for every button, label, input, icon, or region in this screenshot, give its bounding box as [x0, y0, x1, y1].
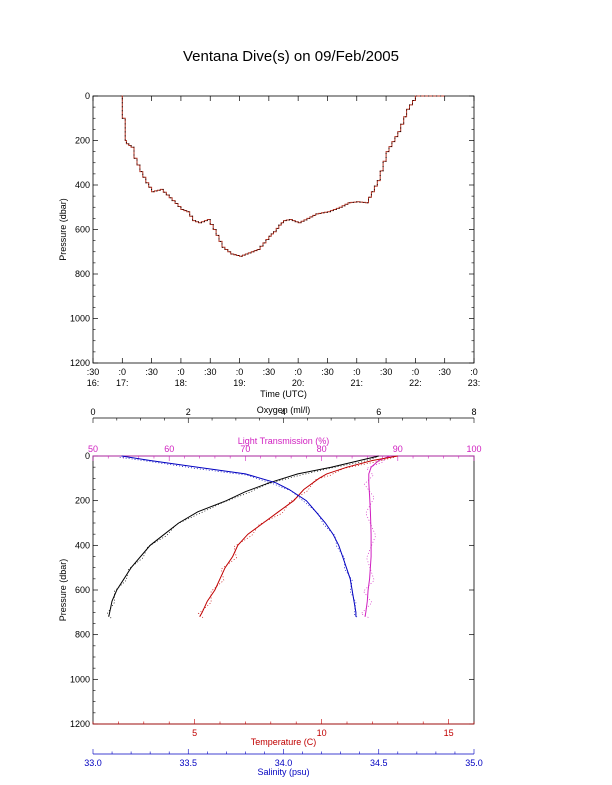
temperature-axis-label: Temperature (C): [251, 737, 317, 747]
top-x-tick-minute-label: :0: [412, 367, 420, 377]
oxygen-tick-label: 4: [281, 407, 286, 417]
top-y-tick-label: 600: [75, 225, 90, 235]
oxygen-axis-label: Oxygen (ml/l): [257, 405, 311, 415]
top-x-tick-minute-label: :0: [294, 367, 302, 377]
bottom-y-tick-label: 1200: [70, 719, 90, 729]
top-plot-frame: [92, 95, 475, 364]
bottom-y-tick-label: 200: [75, 496, 90, 506]
top-x-tick-minute-label: :30: [87, 367, 100, 377]
top-x-tick-minute-label: :0: [236, 367, 244, 377]
top-x-tick-minute-label: :0: [177, 367, 185, 377]
salinity-tick-label: 34.5: [370, 758, 388, 768]
temperature-tick-label: 15: [444, 728, 454, 738]
top-y-tick-label: 0: [85, 91, 90, 101]
top-x-tick-hour-label: 19:: [233, 378, 246, 388]
top-x-axis-label: Time (UTC): [260, 389, 307, 399]
top-y-tick-label: 400: [75, 180, 90, 190]
top-x-tick-minute-label: :30: [321, 367, 334, 377]
salinity-profile-downcast: [121, 455, 357, 617]
light-tick-label: 90: [393, 444, 403, 454]
top-x-tick-hour-label: 16:: [87, 378, 100, 388]
light-axis-label: Light Transmission (%): [238, 436, 330, 446]
light-profile-downcast: [364, 455, 391, 617]
top-x-tick-minute-label: :30: [380, 367, 393, 377]
bottom-y-tick-label: 800: [75, 630, 90, 640]
top-y-axis-label: Pressure (dbar): [58, 198, 68, 261]
bottom-y-axis-label: Pressure (dbar): [58, 559, 68, 622]
top-x-tick-hour-label: 21:: [351, 378, 364, 388]
top-y-tick-label: 200: [75, 136, 90, 146]
oxygen-profile-downcast: [108, 455, 379, 617]
oxygen-profile-upcast: [106, 456, 377, 619]
dive-pressure-trace: [120, 95, 445, 257]
bottom-y-tick-label: 600: [75, 585, 90, 595]
temperature-tick-label: 5: [192, 728, 197, 738]
top-x-tick-minute-label: :30: [438, 367, 451, 377]
salinity-tick-label: 33.0: [84, 758, 102, 768]
oxygen-tick-label: 8: [471, 407, 476, 417]
top-x-tick-minute-label: :30: [145, 367, 158, 377]
top-x-tick-hour-label: 17:: [116, 378, 129, 388]
top-x-tick-hour-label: 20:: [292, 378, 305, 388]
bottom-y-tick-label: 0: [85, 451, 90, 461]
oxygen-tick-label: 0: [90, 407, 95, 417]
salinity-tick-label: 35.0: [465, 758, 483, 768]
bottom-plot-frame: [92, 455, 475, 725]
salinity-profile-upcast: [119, 456, 359, 619]
temperature-tick-label: 10: [317, 728, 327, 738]
salinity-tick-label: 33.5: [179, 758, 197, 768]
top-x-tick-minute-label: :0: [119, 367, 127, 377]
top-y-tick-label: 1000: [70, 314, 90, 324]
top-x-tick-hour-label: 23:: [468, 378, 481, 388]
page-title: Ventana Dive(s) on 09/Feb/2005: [183, 48, 399, 65]
top-y-tick-label: 800: [75, 269, 90, 279]
temperature-profile-upcast: [197, 456, 395, 619]
light-tick-label: 70: [240, 444, 250, 454]
top-y-tick-label: 1200: [70, 358, 90, 368]
salinity-tick-label: 34.0: [275, 758, 293, 768]
light-profile-upcast: [360, 457, 386, 619]
bottom-y-tick-label: 400: [75, 540, 90, 550]
dive-pressure-dots: [120, 95, 445, 257]
top-x-tick-minute-label: :30: [204, 367, 217, 377]
temperature-profile-downcast: [199, 455, 398, 618]
top-x-tick-minute-label: :30: [263, 367, 276, 377]
oxygen-tick-label: 6: [376, 407, 381, 417]
salinity-axis-label: Salinity (psu): [257, 767, 309, 777]
light-tick-label: 80: [317, 444, 327, 454]
top-x-tick-minute-label: :0: [353, 367, 361, 377]
top-x-tick-minute-label: :0: [470, 367, 478, 377]
oxygen-tick-label: 2: [186, 407, 191, 417]
light-tick-label: 50: [88, 444, 98, 454]
bottom-y-tick-label: 1000: [70, 674, 90, 684]
top-x-tick-hour-label: 18:: [175, 378, 188, 388]
light-tick-label: 60: [164, 444, 174, 454]
top-x-tick-hour-label: 22:: [409, 378, 422, 388]
light-tick-label: 100: [466, 444, 481, 454]
